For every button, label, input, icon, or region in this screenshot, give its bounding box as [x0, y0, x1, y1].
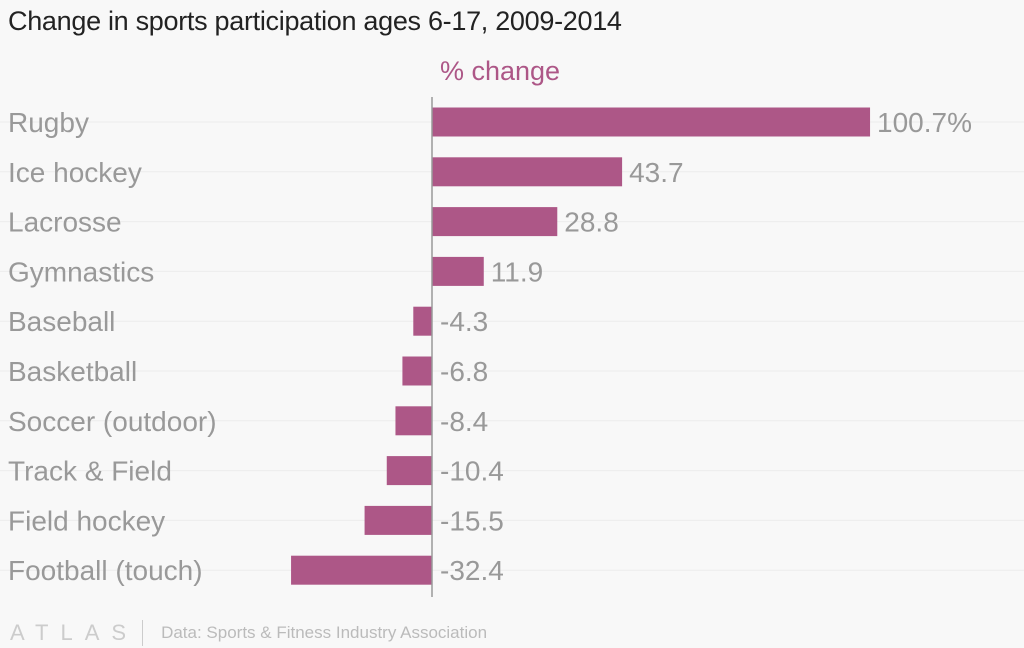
bar [432, 107, 871, 137]
source-note: Data: Sports & Fitness Industry Associat… [161, 623, 488, 642]
data-label: 100.7% [877, 107, 972, 138]
data-label: -4.3 [440, 306, 488, 337]
data-label: 28.8 [564, 207, 619, 238]
data-label: -6.8 [440, 356, 488, 387]
category-label: Rugby [8, 107, 89, 138]
bar [395, 406, 432, 436]
bar [402, 356, 432, 386]
bar [432, 256, 484, 286]
category-label: Ice hockey [8, 157, 142, 188]
x-axis-label: % change [440, 56, 560, 86]
bar [291, 555, 432, 585]
category-label: Field hockey [8, 505, 165, 536]
data-label: -8.4 [440, 406, 488, 437]
category-label: Soccer (outdoor) [8, 406, 217, 437]
chart-title: Change in sports participation ages 6-17… [8, 6, 622, 36]
data-label: 11.9 [491, 256, 543, 287]
category-label: Gymnastics [8, 256, 154, 287]
bar [432, 207, 558, 237]
category-label: Football (touch) [8, 555, 203, 586]
data-label: -32.4 [440, 555, 504, 586]
bar [386, 456, 432, 486]
footer-divider [142, 620, 144, 646]
bar [364, 505, 432, 535]
category-label: Baseball [8, 306, 115, 337]
atlas-logo: ATLAS [10, 620, 139, 645]
category-label: Track & Field [8, 456, 172, 487]
category-label: Basketball [8, 356, 137, 387]
category-label: Lacrosse [8, 207, 122, 238]
data-label: 43.7 [629, 157, 684, 188]
bar [432, 157, 623, 187]
footer: ATLAS Data: Sports & Fitness Industry As… [10, 620, 487, 646]
bar [413, 306, 432, 336]
data-label: -10.4 [440, 456, 504, 487]
data-label: -15.5 [440, 505, 504, 536]
